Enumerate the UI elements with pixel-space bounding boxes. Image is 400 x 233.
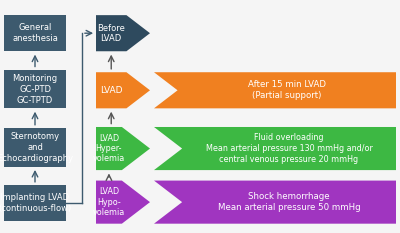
Text: Implanting LVAD
(continuous-flow): Implanting LVAD (continuous-flow) [0, 193, 72, 213]
FancyBboxPatch shape [4, 70, 66, 108]
Polygon shape [154, 72, 396, 108]
Text: LVAD: LVAD [100, 86, 122, 95]
Polygon shape [96, 181, 150, 224]
Polygon shape [96, 72, 150, 108]
FancyBboxPatch shape [4, 15, 66, 51]
FancyBboxPatch shape [4, 185, 66, 221]
Text: After 15 min LVAD
(Partial support): After 15 min LVAD (Partial support) [248, 80, 326, 100]
Text: Fluid overloading
Mean arterial pressure 130 mmHg and/or
central venous pressure: Fluid overloading Mean arterial pressure… [206, 133, 372, 164]
Text: Monitoring
GC-PTD
GC-TPTD: Monitoring GC-PTD GC-TPTD [12, 74, 58, 105]
FancyBboxPatch shape [4, 128, 66, 167]
Polygon shape [154, 181, 396, 224]
Text: Before
LVAD: Before LVAD [97, 24, 125, 43]
Text: Sternotomy
and
Echocardiography: Sternotomy and Echocardiography [0, 132, 73, 163]
Text: Shock hemorrhage
Mean arterial pressure 50 mmHg: Shock hemorrhage Mean arterial pressure … [218, 192, 360, 212]
Polygon shape [96, 127, 150, 170]
Text: LVAD
Hyper-
volemia: LVAD Hyper- volemia [93, 134, 125, 163]
Polygon shape [154, 127, 396, 170]
Text: LVAD
Hypo-
volemia: LVAD Hypo- volemia [93, 187, 125, 217]
Text: General
anesthesia: General anesthesia [12, 23, 58, 43]
Polygon shape [96, 15, 150, 51]
